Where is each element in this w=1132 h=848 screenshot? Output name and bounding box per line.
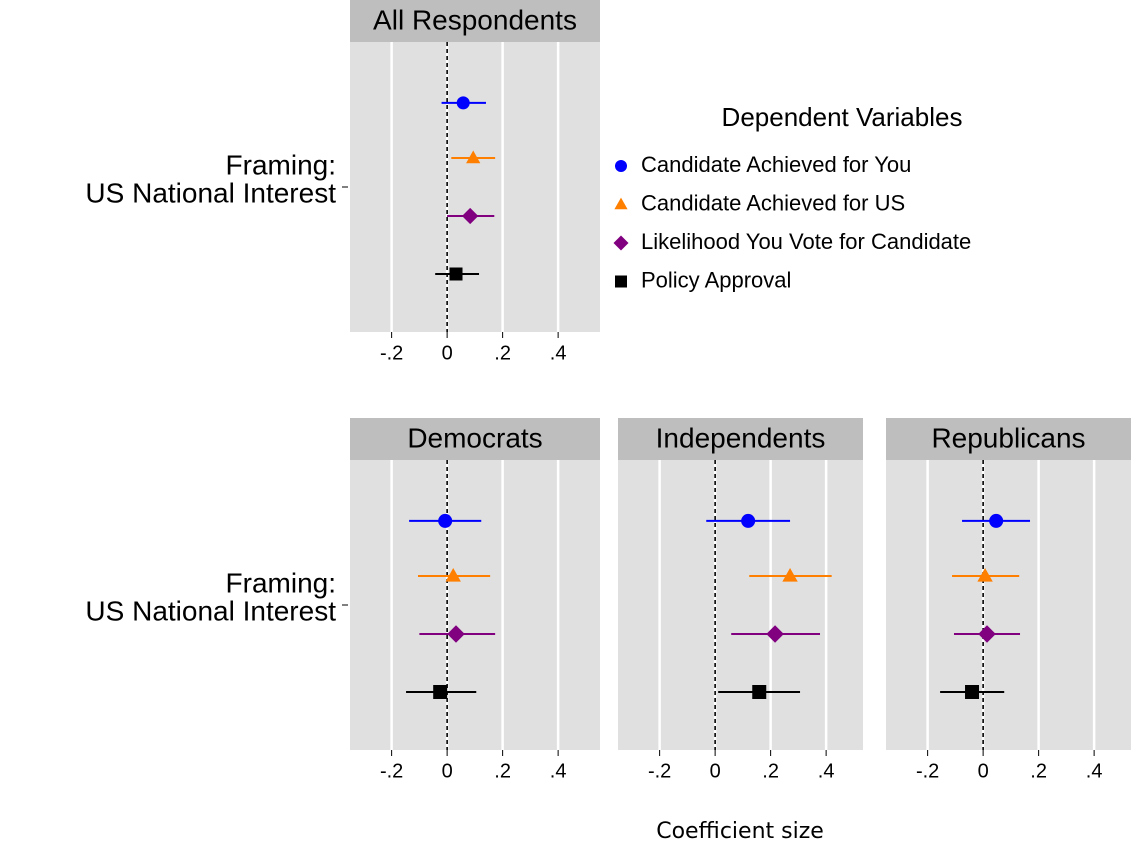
plot-background (350, 42, 600, 332)
y-axis-label: US National Interest (85, 177, 336, 208)
x-tick-label: -.2 (916, 760, 939, 782)
point (447, 625, 465, 643)
x-tick-label: 0 (442, 342, 453, 364)
point (752, 685, 767, 699)
point (741, 513, 756, 528)
x-tick-label: 0 (710, 760, 721, 782)
panel-header (350, 0, 600, 42)
plot-background (350, 460, 600, 750)
point (977, 567, 993, 582)
point (965, 685, 980, 699)
panel-title: All Respondents (373, 4, 577, 35)
x-tick-label: .2 (1030, 760, 1047, 782)
x-tick-label: -.2 (380, 760, 403, 782)
x-axis-label: Coefficient size (656, 819, 824, 844)
x-tick-label: .4 (818, 760, 835, 782)
legend-label: Policy Approval (641, 267, 791, 292)
point (978, 625, 996, 643)
x-tick-label: .2 (762, 760, 779, 782)
point (438, 513, 453, 528)
panel-header (350, 418, 600, 460)
legend-label: Candidate Achieved for US (641, 190, 905, 215)
panel-title: Republicans (931, 422, 1085, 453)
legend-marker (613, 235, 629, 251)
point (782, 567, 798, 582)
point (466, 150, 481, 164)
point (433, 685, 448, 699)
point (445, 567, 461, 582)
x-tick-label: -.2 (380, 342, 403, 364)
point (989, 513, 1004, 528)
point (456, 96, 470, 110)
legend-marker (615, 275, 627, 288)
panel-title: Independents (656, 422, 826, 453)
x-tick-label: .4 (550, 760, 567, 782)
panel-header (886, 418, 1131, 460)
panel-title: Democrats (407, 422, 542, 453)
y-axis-label: Framing: (226, 567, 336, 598)
y-axis-label: Framing: (226, 149, 336, 180)
panel-header (618, 418, 863, 460)
x-tick-label: 0 (978, 760, 989, 782)
legend-title: Dependent Variables (722, 102, 963, 132)
legend-marker (614, 197, 628, 210)
x-tick-label: .4 (1086, 760, 1103, 782)
x-tick-label: -.2 (648, 760, 671, 782)
legend-label: Candidate Achieved for You (641, 152, 911, 177)
point (462, 207, 479, 225)
x-tick-label: .4 (550, 342, 567, 364)
y-axis-label: US National Interest (85, 595, 336, 626)
x-tick-label: .2 (494, 760, 511, 782)
point (766, 625, 784, 643)
legend-label: Likelihood You Vote for Candidate (641, 229, 971, 254)
x-tick-label: .2 (494, 342, 511, 364)
legend-marker (615, 160, 627, 172)
point (449, 267, 463, 281)
x-tick-label: 0 (442, 760, 453, 782)
